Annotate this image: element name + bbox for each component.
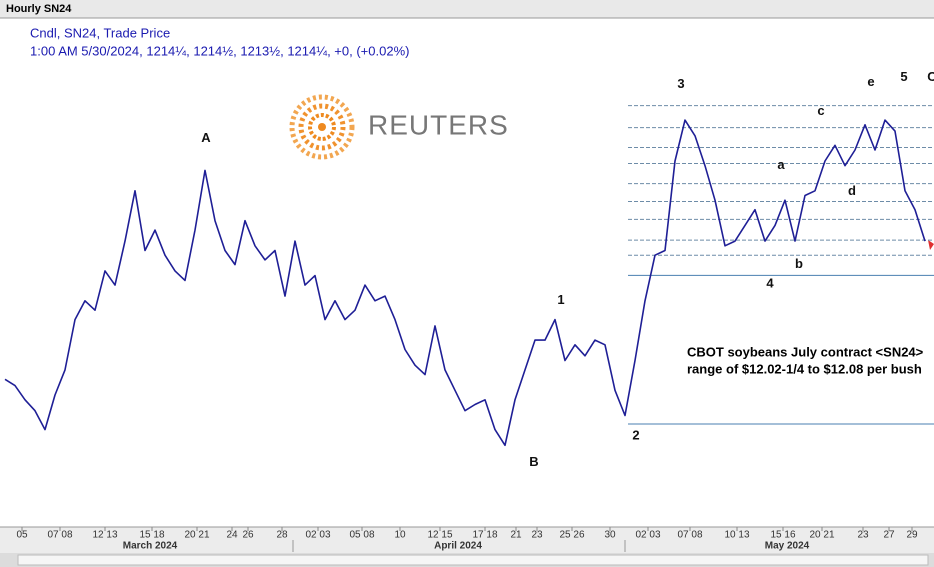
wave-label: 1 xyxy=(557,292,564,307)
x-tick-label: 23 xyxy=(531,530,543,541)
x-tick-label: 15 16 xyxy=(770,530,795,541)
watermark-logo xyxy=(289,94,355,160)
price-line xyxy=(4,119,926,447)
x-tick-label: 12 15 xyxy=(427,530,452,541)
x-tick-label: 26 xyxy=(242,530,254,541)
x-tick-label: 27 xyxy=(883,530,895,541)
wave-label: 5 xyxy=(900,69,907,84)
legend-line: Cndl, SN24, Trade Price xyxy=(30,25,170,40)
x-tick-label: 02 03 xyxy=(635,530,660,541)
x-tick-label: 05 08 xyxy=(349,530,374,541)
x-tick-label: 21 xyxy=(510,530,522,541)
x-tick-label: 24 xyxy=(226,530,238,541)
x-tick-label: 07 08 xyxy=(47,530,72,541)
x-tick-label: 10 13 xyxy=(724,530,749,541)
watermark: REUTERS xyxy=(368,109,509,140)
x-tick-label: 10 xyxy=(394,530,406,541)
scrollbar-thumb[interactable] xyxy=(17,554,929,566)
x-tick-label: 25 26 xyxy=(559,530,584,541)
x-tick-label: 12 13 xyxy=(92,530,117,541)
x-tick-label: 15 18 xyxy=(139,530,164,541)
last-price-marker xyxy=(928,240,934,250)
title-bar xyxy=(0,0,934,18)
wave-label: 3 xyxy=(677,76,684,91)
chart-title: Hourly SN24 xyxy=(6,3,72,15)
month-label: May 2024 xyxy=(765,541,810,552)
x-tick-label: 02 03 xyxy=(305,530,330,541)
wave-label: b xyxy=(795,256,803,271)
annotation: CBOT soybeans July contract <SN24> xyxy=(687,344,924,359)
wave-label: e xyxy=(867,74,874,89)
month-label: April 2024 xyxy=(434,541,482,552)
wave-label: C xyxy=(927,69,934,84)
x-tick-label: 20 21 xyxy=(184,530,209,541)
x-tick-label: 07 08 xyxy=(677,530,702,541)
x-tick-label: 17 18 xyxy=(472,530,497,541)
x-tick-label: 23 xyxy=(857,530,869,541)
annotation: range of $12.02-1/4 to $12.08 per bush xyxy=(687,361,922,376)
wave-label: 4 xyxy=(766,276,774,291)
wave-label: a xyxy=(777,157,785,172)
x-tick-label: 28 xyxy=(276,530,288,541)
x-tick-label: 20 21 xyxy=(809,530,834,541)
wave-label: A xyxy=(201,130,211,145)
month-label: March 2024 xyxy=(123,541,178,552)
wave-label: c xyxy=(817,103,824,118)
x-tick-label: 29 xyxy=(906,530,918,541)
legend-line: 1:00 AM 5/30/2024, 1214¼, 1214½, 1213½, … xyxy=(30,43,409,58)
x-tick-label: 05 xyxy=(16,530,28,541)
wave-label: d xyxy=(848,183,856,198)
wave-label: 2 xyxy=(632,427,639,442)
wave-label: B xyxy=(529,454,538,469)
x-tick-label: 30 xyxy=(604,530,616,541)
